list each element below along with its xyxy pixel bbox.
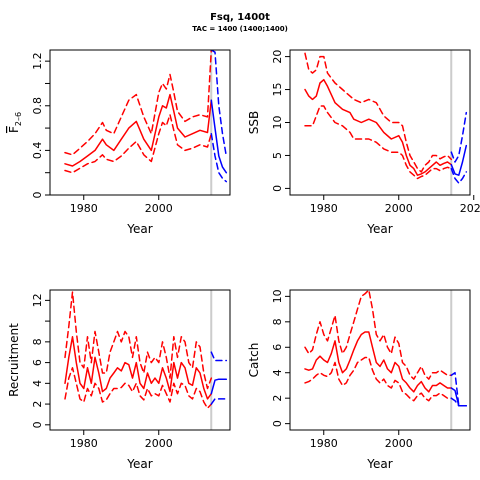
projection-median-line xyxy=(450,387,468,407)
projection-median-line xyxy=(210,99,228,174)
y-tick-label: 0 xyxy=(271,420,284,427)
projection-lower-line xyxy=(210,398,228,405)
plot-frame xyxy=(289,289,471,431)
panel-catch: 1980 2000 0 2 4 6 8 10 Year Catch xyxy=(247,289,471,471)
y-tick-label: 12 xyxy=(31,293,44,307)
plot-area xyxy=(64,290,228,430)
x-axis-label: Year xyxy=(126,222,152,236)
y-tick-label: 8 xyxy=(31,338,44,345)
historical-upper-line xyxy=(64,50,213,156)
y-tick-label: 2 xyxy=(31,401,44,408)
plot-frame xyxy=(49,289,231,431)
y-tick-label: 2 xyxy=(271,395,284,402)
historical-median-line xyxy=(64,335,213,400)
y-axis-label: Recruitment xyxy=(7,323,21,397)
historical-median-line xyxy=(304,331,453,393)
y-tick-label: 4 xyxy=(31,380,44,387)
y-tick-label: 6 xyxy=(31,359,44,366)
historical-upper-line xyxy=(304,52,453,173)
y-tick-label: 0 xyxy=(31,192,44,199)
historical-lower-line xyxy=(64,367,213,409)
plot-area xyxy=(64,50,228,195)
y-axis-label: F2–6 xyxy=(7,112,23,133)
projection-upper-line xyxy=(450,111,468,163)
figure-title: Fsq, 1400t xyxy=(210,12,270,23)
historical-median-line xyxy=(64,93,213,167)
x-axis-label: Year xyxy=(126,457,152,471)
plot-frame xyxy=(289,49,471,196)
historical-upper-line xyxy=(64,291,213,390)
y-tick-label: 0 xyxy=(31,421,44,428)
y-tick-label: 8 xyxy=(271,318,284,325)
figure-subtitle: TAC = 1400 (1400;1400) xyxy=(192,25,288,33)
plot-frame xyxy=(49,49,231,196)
projection-median-line xyxy=(210,378,228,395)
x-tick-label: 1980 xyxy=(70,437,98,450)
historical-lower-line xyxy=(304,356,453,402)
y-tick-label: 0 xyxy=(271,185,284,192)
y-tick-label: 15 xyxy=(271,83,284,97)
y-axis-label: SSB xyxy=(247,111,261,134)
y-tick-label: 0.8 xyxy=(31,97,44,115)
projection-lower-line xyxy=(210,132,228,183)
y-axis-label: Catch xyxy=(247,343,261,378)
projection-median-line xyxy=(450,144,468,176)
projection-lower-line xyxy=(450,167,468,184)
x-tick-label: 2000 xyxy=(385,437,413,450)
y-tick-label: 5 xyxy=(271,152,284,159)
x-axis-label: Year xyxy=(366,222,392,236)
x-tick-label: 1980 xyxy=(70,202,98,215)
projection-upper-line xyxy=(210,351,228,362)
historical-lower-line xyxy=(304,105,453,180)
historical-median-line xyxy=(304,78,453,176)
y-tick-label: 4 xyxy=(271,369,284,376)
historical-lower-line xyxy=(64,113,213,174)
plot-area xyxy=(304,290,468,430)
panel-fishing-mortality: 1980 2000 0 0.4 0.8 1.2 Year F2–6 xyxy=(7,49,231,236)
x-tick-label: 2000 xyxy=(145,437,173,450)
panel-recruitment: 1980 2000 0 2 4 6 8 12 Year Recruitment xyxy=(7,289,231,471)
x-tick-label: 2000 xyxy=(145,202,173,215)
y-tick-label: 20 xyxy=(271,50,284,64)
plot-area xyxy=(304,50,468,195)
y-tick-label: 6 xyxy=(271,344,284,351)
x-axis-label: Year xyxy=(366,457,392,471)
projection-upper-line xyxy=(210,50,228,157)
x-tick-label: 1980 xyxy=(310,202,338,215)
y-tick-label: 10 xyxy=(271,289,284,303)
y-tick-label: 1.2 xyxy=(31,52,44,70)
x-tick-label: 1980 xyxy=(310,437,338,450)
y-tick-label: 10 xyxy=(271,116,284,130)
y-tick-label: 0.4 xyxy=(31,142,44,160)
historical-upper-line xyxy=(304,290,453,380)
x-tick-label: 2000 xyxy=(385,202,413,215)
